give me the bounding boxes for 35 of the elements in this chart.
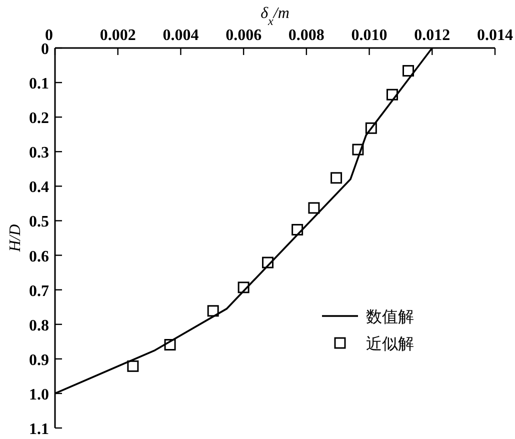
- x-tick-label: 0.002: [100, 27, 136, 44]
- y-tick-label: 0.2: [29, 110, 49, 128]
- point: [164, 338, 176, 350]
- y-tick-label: 0.3: [29, 144, 49, 162]
- legend-label: 近似解: [366, 335, 414, 353]
- y-tick-label: 0.7: [29, 282, 49, 300]
- point: [352, 144, 364, 156]
- point: [292, 224, 304, 236]
- y-tick-label: 0.4: [29, 179, 49, 196]
- point: [262, 256, 274, 268]
- x-tick-label: 0.008: [288, 27, 324, 44]
- y-tick-label: 0.9: [29, 352, 49, 369]
- point: [127, 360, 139, 372]
- point: [365, 122, 377, 134]
- point: [308, 202, 320, 214]
- y-tick-label: 0.1: [29, 76, 49, 93]
- y-tick-label: 1.1: [29, 421, 49, 438]
- y-axis-title: H/D: [7, 224, 24, 253]
- x-tick-label: 0.014: [477, 27, 513, 44]
- point: [238, 282, 250, 294]
- x-tick-label: 0.006: [226, 27, 262, 44]
- point: [207, 305, 219, 317]
- legend-label: 数值解: [366, 309, 414, 326]
- x-axis-title: δ$_{x}$/m: [260, 5, 290, 28]
- x-tick-label: 0.012: [414, 27, 450, 44]
- y-tick-label: 0: [41, 41, 49, 58]
- y-tick-label: 1.0: [29, 386, 49, 404]
- point: [330, 172, 342, 184]
- y-tick-label: 0.6: [29, 248, 49, 266]
- y-tick-label: 0.5: [29, 214, 49, 231]
- y-tick-label: 0.8: [29, 317, 49, 334]
- point: [402, 65, 414, 77]
- point: [386, 88, 398, 100]
- x-tick-label: 0.010: [351, 27, 388, 44]
- x-tick-label: 0.004: [162, 27, 199, 44]
